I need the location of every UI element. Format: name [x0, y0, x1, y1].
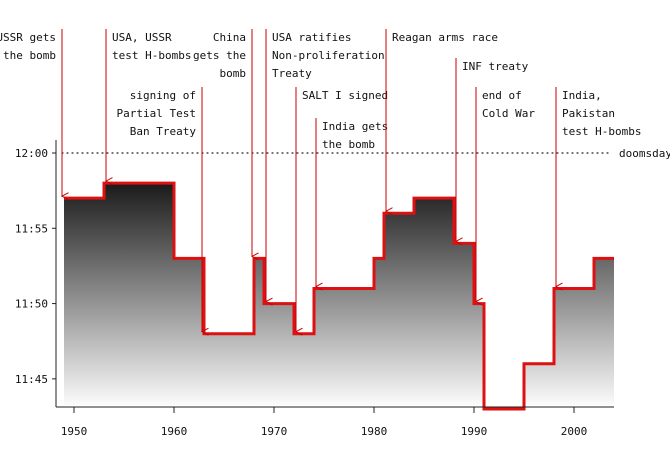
- annotation-line: Treaty: [272, 67, 312, 80]
- annotation-1949: USSR gets the bomb: [0, 29, 62, 196]
- annotation-line: India gets: [322, 120, 388, 133]
- annotation-line: the bomb: [3, 49, 56, 62]
- annotation-label: INF treaty: [462, 60, 529, 73]
- annotation-line: India,: [562, 89, 602, 102]
- y-tick-label: 11:45: [15, 373, 48, 386]
- annotation-1968: China gets the bomb: [193, 29, 252, 256]
- annotation-1981: Reagan arms race: [386, 29, 498, 211]
- annotation-line: bomb: [220, 67, 247, 80]
- x-tick-label: 1960: [161, 425, 188, 438]
- annotation-label: end of Cold War: [482, 89, 535, 120]
- annotation-line: Pakistan: [562, 107, 615, 120]
- annotation-line: Cold War: [482, 107, 535, 120]
- annotation-1969: USA ratifies Non-proliferation Treaty: [266, 29, 385, 302]
- annotation-line: end of: [482, 89, 522, 102]
- annotation-label: India, Pakistan test H-bombs: [562, 89, 641, 138]
- annotation-label: USA ratifies Non-proliferation Treaty: [272, 31, 385, 80]
- annotation-label: USSR gets the bomb: [0, 31, 56, 62]
- annotation-line: gets the: [193, 49, 246, 62]
- annotation-1988: INF treaty: [456, 58, 529, 241]
- y-tick-label: 12:00: [15, 147, 48, 160]
- y-tick-label: 11:50: [15, 298, 48, 311]
- annotation-label: China gets the bomb: [193, 31, 246, 80]
- annotation-1974: India gets the bomb: [316, 118, 388, 287]
- annotation-line: the bomb: [322, 138, 375, 151]
- x-tick-label: 1970: [261, 425, 288, 438]
- annotation-label: Reagan arms race: [392, 31, 498, 44]
- annotation-1998: India, Pakistan test H-bombs: [556, 87, 641, 287]
- annotation-line: USA, USSR: [112, 31, 172, 44]
- x-tick-label: 2000: [561, 425, 588, 438]
- annotation-line: test H-bombs: [112, 49, 191, 62]
- y-tick-label: 11:55: [15, 222, 48, 235]
- annotation-1953: USA, USSR test H-bombs: [106, 29, 191, 181]
- annotation-line: Ban Treaty: [130, 125, 197, 138]
- x-tick-label: 1950: [61, 425, 88, 438]
- annotation-line: Reagan arms race: [392, 31, 498, 44]
- annotation-line: test H-bombs: [562, 125, 641, 138]
- annotation-label: SALT I signed: [302, 89, 388, 102]
- area-fill: [64, 183, 614, 409]
- annotation-line: Partial Test: [117, 107, 196, 120]
- annotation-label: India gets the bomb: [322, 120, 388, 151]
- annotation-1990: end of Cold War: [476, 87, 535, 302]
- annotation-1972: SALT I signed: [296, 87, 388, 332]
- clock-step-line: [64, 181, 614, 411]
- x-tick-label: 1980: [361, 425, 388, 438]
- annotation-line: USSR gets: [0, 31, 56, 44]
- annotation-label: USA, USSR test H-bombs: [112, 31, 191, 62]
- annotation-line: USA ratifies: [272, 31, 351, 44]
- annotation-label: signing of Partial Test Ban Treaty: [117, 89, 197, 138]
- annotation-line: INF treaty: [462, 60, 529, 73]
- annotation-line: Non-proliferation: [272, 49, 385, 62]
- annotation-line: China: [213, 31, 246, 44]
- annotation-line: SALT I signed: [302, 89, 388, 102]
- doomsday-label: doomsday: [619, 147, 670, 160]
- x-tick-label: 1990: [461, 425, 488, 438]
- annotation-line: signing of: [130, 89, 196, 102]
- annotation-1963: signing of Partial Test Ban Treaty: [117, 87, 202, 332]
